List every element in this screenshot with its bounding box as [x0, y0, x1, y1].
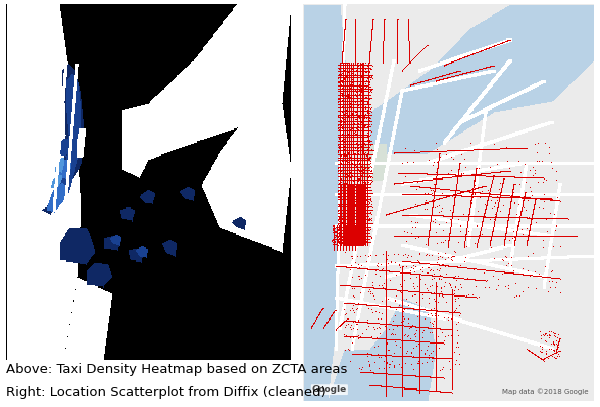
Text: Above: Taxi Density Heatmap based on ZCTA areas: Above: Taxi Density Heatmap based on ZCT… [6, 363, 347, 376]
Text: Google: Google [312, 385, 347, 394]
Text: Map data ©2018 Google: Map data ©2018 Google [502, 388, 588, 395]
Text: Right: Location Scatterplot from Diffix (cleaned): Right: Location Scatterplot from Diffix … [6, 386, 326, 399]
